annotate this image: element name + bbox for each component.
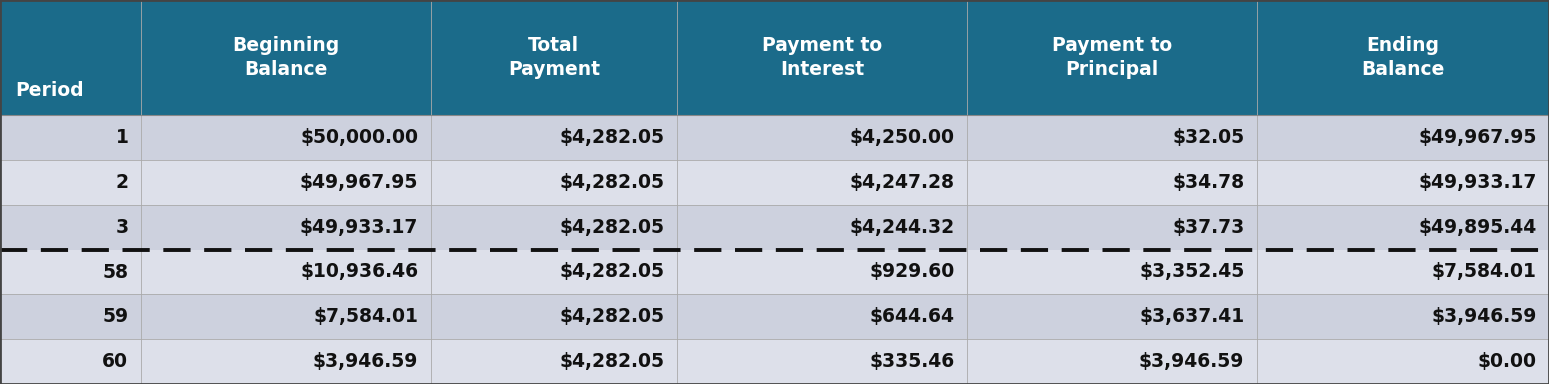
Text: 58: 58 — [102, 263, 129, 281]
Text: $49,895.44: $49,895.44 — [1419, 218, 1537, 237]
Text: Total
Payment: Total Payment — [508, 36, 599, 79]
FancyBboxPatch shape — [431, 250, 677, 295]
FancyBboxPatch shape — [1256, 250, 1549, 295]
FancyBboxPatch shape — [431, 115, 677, 160]
FancyBboxPatch shape — [677, 115, 967, 160]
FancyBboxPatch shape — [1256, 115, 1549, 160]
FancyBboxPatch shape — [141, 339, 431, 384]
Text: $929.60: $929.60 — [869, 263, 954, 281]
Text: $4,244.32: $4,244.32 — [849, 218, 954, 237]
Text: $50,000.00: $50,000.00 — [301, 128, 418, 147]
FancyBboxPatch shape — [1256, 339, 1549, 384]
Text: Ending
Balance: Ending Balance — [1362, 36, 1445, 79]
Text: $37.73: $37.73 — [1173, 218, 1244, 237]
FancyBboxPatch shape — [431, 339, 677, 384]
FancyBboxPatch shape — [141, 0, 431, 115]
Text: $10,936.46: $10,936.46 — [301, 263, 418, 281]
Text: $0.00: $0.00 — [1478, 352, 1537, 371]
Text: $4,282.05: $4,282.05 — [559, 352, 665, 371]
FancyBboxPatch shape — [431, 205, 677, 250]
FancyBboxPatch shape — [677, 0, 967, 115]
Text: 60: 60 — [102, 352, 129, 371]
FancyBboxPatch shape — [677, 160, 967, 205]
Text: $644.64: $644.64 — [869, 307, 954, 326]
Text: Period: Period — [15, 81, 84, 100]
FancyBboxPatch shape — [1256, 205, 1549, 250]
Text: $7,584.01: $7,584.01 — [313, 307, 418, 326]
FancyBboxPatch shape — [967, 160, 1256, 205]
FancyBboxPatch shape — [677, 295, 967, 339]
FancyBboxPatch shape — [1256, 160, 1549, 205]
Text: $32.05: $32.05 — [1173, 128, 1244, 147]
Text: $3,946.59: $3,946.59 — [1431, 307, 1537, 326]
FancyBboxPatch shape — [0, 160, 141, 205]
Text: $4,282.05: $4,282.05 — [559, 173, 665, 192]
Text: $4,282.05: $4,282.05 — [559, 307, 665, 326]
FancyBboxPatch shape — [967, 295, 1256, 339]
FancyBboxPatch shape — [141, 115, 431, 160]
Text: 59: 59 — [102, 307, 129, 326]
FancyBboxPatch shape — [141, 205, 431, 250]
Text: 3: 3 — [115, 218, 129, 237]
FancyBboxPatch shape — [431, 0, 677, 115]
FancyBboxPatch shape — [0, 339, 141, 384]
FancyBboxPatch shape — [1256, 0, 1549, 115]
FancyBboxPatch shape — [431, 295, 677, 339]
FancyBboxPatch shape — [141, 160, 431, 205]
Text: 2: 2 — [115, 173, 129, 192]
Text: $49,967.95: $49,967.95 — [1419, 128, 1537, 147]
Text: $4,250.00: $4,250.00 — [849, 128, 954, 147]
Text: $3,352.45: $3,352.45 — [1139, 263, 1244, 281]
FancyBboxPatch shape — [0, 205, 141, 250]
FancyBboxPatch shape — [967, 250, 1256, 295]
Text: $49,933.17: $49,933.17 — [301, 218, 418, 237]
FancyBboxPatch shape — [967, 339, 1256, 384]
Text: $34.78: $34.78 — [1173, 173, 1244, 192]
FancyBboxPatch shape — [0, 250, 141, 295]
Text: $4,247.28: $4,247.28 — [849, 173, 954, 192]
Text: $4,282.05: $4,282.05 — [559, 128, 665, 147]
Text: Payment to
Interest: Payment to Interest — [762, 36, 881, 79]
Text: $4,282.05: $4,282.05 — [559, 263, 665, 281]
Text: $49,967.95: $49,967.95 — [301, 173, 418, 192]
FancyBboxPatch shape — [0, 295, 141, 339]
FancyBboxPatch shape — [141, 295, 431, 339]
Text: Beginning
Balance: Beginning Balance — [232, 36, 339, 79]
Text: $49,933.17: $49,933.17 — [1419, 173, 1537, 192]
Text: $3,637.41: $3,637.41 — [1139, 307, 1244, 326]
Text: $3,946.59: $3,946.59 — [313, 352, 418, 371]
FancyBboxPatch shape — [1256, 295, 1549, 339]
FancyBboxPatch shape — [677, 339, 967, 384]
Text: $4,282.05: $4,282.05 — [559, 218, 665, 237]
FancyBboxPatch shape — [677, 250, 967, 295]
Text: 1: 1 — [116, 128, 129, 147]
FancyBboxPatch shape — [677, 205, 967, 250]
Text: Payment to
Principal: Payment to Principal — [1052, 36, 1173, 79]
Text: $335.46: $335.46 — [869, 352, 954, 371]
FancyBboxPatch shape — [0, 0, 141, 115]
FancyBboxPatch shape — [967, 115, 1256, 160]
FancyBboxPatch shape — [431, 160, 677, 205]
FancyBboxPatch shape — [0, 115, 141, 160]
Text: $7,584.01: $7,584.01 — [1431, 263, 1537, 281]
FancyBboxPatch shape — [967, 0, 1256, 115]
FancyBboxPatch shape — [967, 205, 1256, 250]
Text: $3,946.59: $3,946.59 — [1139, 352, 1244, 371]
FancyBboxPatch shape — [141, 250, 431, 295]
